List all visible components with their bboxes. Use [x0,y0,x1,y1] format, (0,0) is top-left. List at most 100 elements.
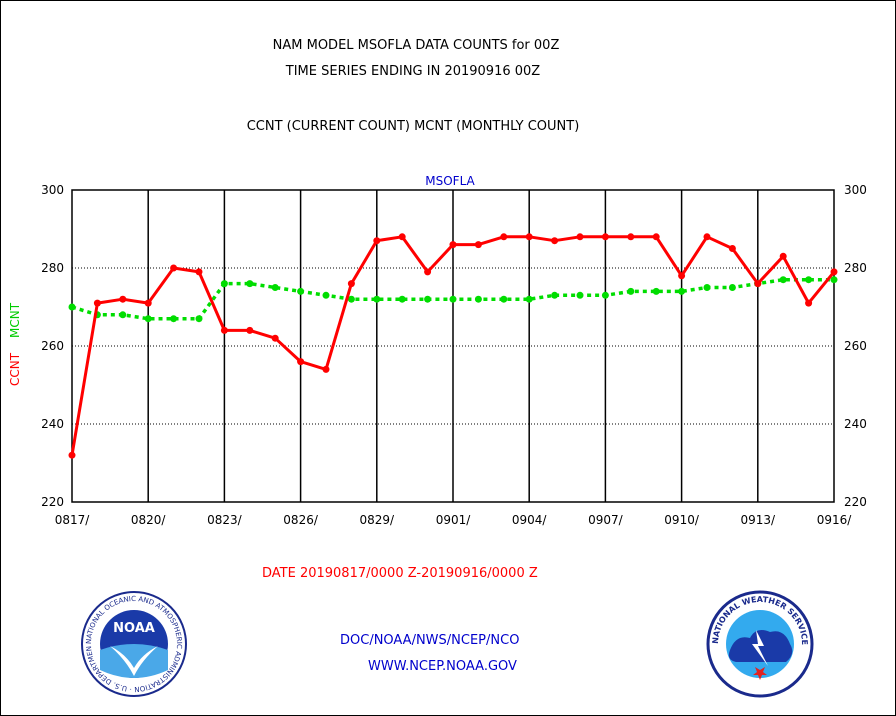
data-point-ccnt [805,299,813,307]
x-tick-label: 0913/ [741,513,777,527]
y-tick-label-left: 260 [41,339,64,353]
data-point-ccnt [728,245,736,252]
y-axis-label-mcnt: MCNT [8,302,22,338]
data-point-ccnt [220,326,228,334]
data-point-ccnt [195,268,203,276]
data-point-ccnt [271,334,279,342]
data-point-mcnt [728,284,736,291]
data-point-ccnt [703,233,711,241]
x-tick-label: 0910/ [664,513,700,527]
data-point-ccnt [170,264,178,272]
data-point-mcnt [119,311,127,319]
x-tick-labels: 0817/0820/0823/0826/0829/0901/0904/0907/… [55,513,853,527]
data-point-ccnt [576,233,584,241]
data-point-ccnt [449,241,457,249]
x-tick-label: 0916/ [817,513,853,527]
data-point-ccnt [652,233,660,241]
grid-lines [72,190,834,502]
x-tick-label: 0820/ [131,513,167,527]
data-point-ccnt [347,280,355,288]
data-point-mcnt [551,291,559,299]
x-tick-label: 0826/ [283,513,319,527]
data-point-ccnt [398,233,406,241]
y-axis-label-ccnt: CCNT [8,352,22,386]
y-tick-label-right: 260 [844,339,867,353]
data-point-ccnt [551,237,559,245]
data-point-mcnt [398,295,406,303]
station-label: MSOFLA [425,174,475,188]
chart-title-line1: NAM MODEL MSOFLA DATA COUNTS for 00Z [272,38,560,53]
data-point-ccnt [373,237,381,245]
org-label: DOC/NOAA/NWS/NCEP/NCO [340,633,520,648]
data-point-mcnt [805,276,813,284]
data-point-mcnt [525,295,533,303]
y-tick-labels: 220 220 240 240 260 260 280 280 300 300 [41,183,867,509]
data-point-ccnt [246,326,254,334]
series-mcnt [68,276,838,323]
data-point-ccnt [297,358,305,366]
data-point-mcnt [601,291,609,299]
chart-subtitle: CCNT (CURRENT COUNT) MCNT (MONTHLY COUNT… [246,119,580,134]
data-point-mcnt [449,295,457,303]
data-point-mcnt [703,284,711,291]
y-tick-label-left: 300 [41,183,64,197]
data-point-ccnt [68,451,76,459]
noaa-logo: NATIONAL OCEANIC AND ATMOSPHERIC ADMINIS… [80,590,187,697]
y-tick-label-left: 220 [41,495,64,509]
x-tick-label: 0904/ [512,513,548,527]
data-point-ccnt [525,233,533,241]
data-point-mcnt [68,303,76,311]
data-point-mcnt [678,287,686,295]
data-point-mcnt [627,287,635,295]
data-point-mcnt [170,315,178,323]
data-point-ccnt [93,299,101,307]
data-point-mcnt [652,287,660,295]
data-point-mcnt [474,295,482,303]
data-point-mcnt [500,295,508,303]
x-tick-label: 0901/ [436,513,472,527]
data-point-ccnt [754,280,762,288]
y-tick-label-right: 240 [844,417,867,431]
data-point-ccnt [779,252,787,260]
data-point-mcnt [297,287,305,295]
data-point-mcnt [576,291,584,299]
data-point-ccnt [678,272,686,280]
y-tick-label-right: 300 [844,183,867,197]
data-point-mcnt [195,315,203,323]
data-point-mcnt [271,284,279,291]
y-tick-label-right: 220 [844,495,867,509]
data-point-ccnt [627,233,635,241]
data-point-ccnt [322,365,330,373]
y-tick-label-right: 280 [844,261,867,275]
plot-area-border [71,189,835,503]
x-tick-label: 0907/ [588,513,624,527]
y-tick-label-left: 280 [41,261,64,275]
data-point-mcnt [779,276,787,284]
x-tick-label: 0823/ [207,513,243,527]
chart-title-line2: TIME SERIES ENDING IN 20190916 00Z [285,64,541,79]
data-point-mcnt [246,280,254,288]
date-range-label: DATE 20190817/0000 Z-20190916/0000 Z [262,566,538,581]
data-point-mcnt [424,295,432,303]
data-point-ccnt [601,233,609,241]
y-tick-label-left: 240 [41,417,64,431]
data-point-mcnt [322,291,330,299]
data-point-ccnt [500,233,508,241]
data-point-ccnt [830,268,838,276]
series-layer [68,233,838,459]
url-link[interactable]: WWW.NCEP.NOAA.GOV [368,659,517,674]
data-point-mcnt [373,295,381,303]
data-point-ccnt [474,241,482,249]
nws-logo: NATIONAL WEATHER SERVICE [706,590,814,698]
x-tick-label: 0817/ [55,513,91,527]
data-point-mcnt [144,315,152,323]
y-axis-label: CCNT MCNT [8,302,22,386]
series-ccnt [68,233,838,459]
data-point-mcnt [220,280,228,288]
data-point-ccnt [144,299,152,307]
data-point-mcnt [347,295,355,303]
data-point-ccnt [424,268,432,276]
noaa-logo-text: NOAA [113,621,155,636]
x-tick-label: 0829/ [360,513,396,527]
data-point-mcnt [830,276,838,284]
